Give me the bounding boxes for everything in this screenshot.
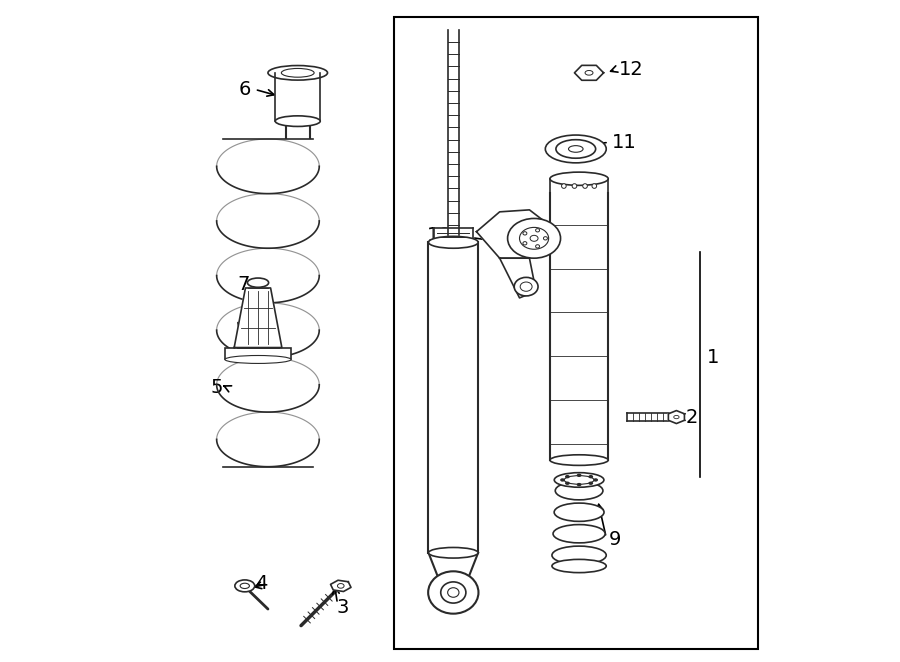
Ellipse shape xyxy=(520,282,532,291)
Ellipse shape xyxy=(544,236,547,240)
Text: 8: 8 xyxy=(592,368,605,387)
Ellipse shape xyxy=(552,559,607,573)
Ellipse shape xyxy=(441,582,466,603)
Ellipse shape xyxy=(550,455,608,465)
Ellipse shape xyxy=(594,479,598,481)
Ellipse shape xyxy=(545,135,607,163)
Ellipse shape xyxy=(590,476,592,478)
Ellipse shape xyxy=(248,278,268,287)
Ellipse shape xyxy=(523,242,526,245)
Polygon shape xyxy=(574,66,604,80)
Polygon shape xyxy=(275,73,320,121)
Ellipse shape xyxy=(338,584,344,588)
Ellipse shape xyxy=(556,140,596,158)
Ellipse shape xyxy=(590,482,592,484)
Polygon shape xyxy=(500,258,536,298)
Ellipse shape xyxy=(282,68,314,77)
Ellipse shape xyxy=(572,183,577,188)
Polygon shape xyxy=(330,580,351,592)
Ellipse shape xyxy=(428,236,478,248)
Ellipse shape xyxy=(428,571,479,614)
Text: 5: 5 xyxy=(211,378,223,397)
Polygon shape xyxy=(669,410,684,424)
Text: 7: 7 xyxy=(238,275,249,294)
Polygon shape xyxy=(550,179,608,193)
Ellipse shape xyxy=(566,476,569,478)
Ellipse shape xyxy=(578,483,581,486)
Ellipse shape xyxy=(447,588,459,597)
Ellipse shape xyxy=(564,475,594,485)
Ellipse shape xyxy=(225,355,291,363)
Polygon shape xyxy=(434,228,473,242)
Polygon shape xyxy=(234,288,282,348)
Ellipse shape xyxy=(552,546,607,565)
Bar xyxy=(225,348,291,359)
Ellipse shape xyxy=(561,479,564,481)
Ellipse shape xyxy=(562,183,566,188)
Polygon shape xyxy=(428,242,478,553)
Ellipse shape xyxy=(569,146,583,152)
Ellipse shape xyxy=(578,474,581,477)
Text: 12: 12 xyxy=(619,60,644,79)
Ellipse shape xyxy=(530,236,538,241)
Text: 6: 6 xyxy=(238,80,251,99)
Ellipse shape xyxy=(566,482,569,484)
Ellipse shape xyxy=(536,228,540,232)
Ellipse shape xyxy=(592,183,597,188)
Ellipse shape xyxy=(428,547,478,558)
Polygon shape xyxy=(627,413,671,421)
Ellipse shape xyxy=(240,583,249,589)
Polygon shape xyxy=(476,210,553,258)
Text: 10: 10 xyxy=(427,226,451,244)
Text: 3: 3 xyxy=(337,598,349,616)
Text: 11: 11 xyxy=(612,133,637,152)
Ellipse shape xyxy=(536,245,540,248)
Ellipse shape xyxy=(550,172,608,185)
Bar xyxy=(393,17,758,649)
Ellipse shape xyxy=(519,227,549,249)
Ellipse shape xyxy=(582,183,588,188)
Ellipse shape xyxy=(275,116,320,126)
Polygon shape xyxy=(428,553,478,578)
Text: 9: 9 xyxy=(609,530,621,549)
Ellipse shape xyxy=(508,218,561,258)
Ellipse shape xyxy=(554,503,604,522)
Ellipse shape xyxy=(268,66,328,80)
Ellipse shape xyxy=(555,481,603,500)
Ellipse shape xyxy=(523,232,526,235)
Ellipse shape xyxy=(514,277,538,296)
Text: 2: 2 xyxy=(686,408,698,426)
Text: 1: 1 xyxy=(706,348,719,367)
Ellipse shape xyxy=(235,580,255,592)
Ellipse shape xyxy=(585,70,593,75)
Ellipse shape xyxy=(674,416,680,419)
Text: 4: 4 xyxy=(255,575,267,593)
Ellipse shape xyxy=(554,524,605,543)
Polygon shape xyxy=(448,30,459,235)
Polygon shape xyxy=(550,193,608,460)
Ellipse shape xyxy=(554,473,604,487)
